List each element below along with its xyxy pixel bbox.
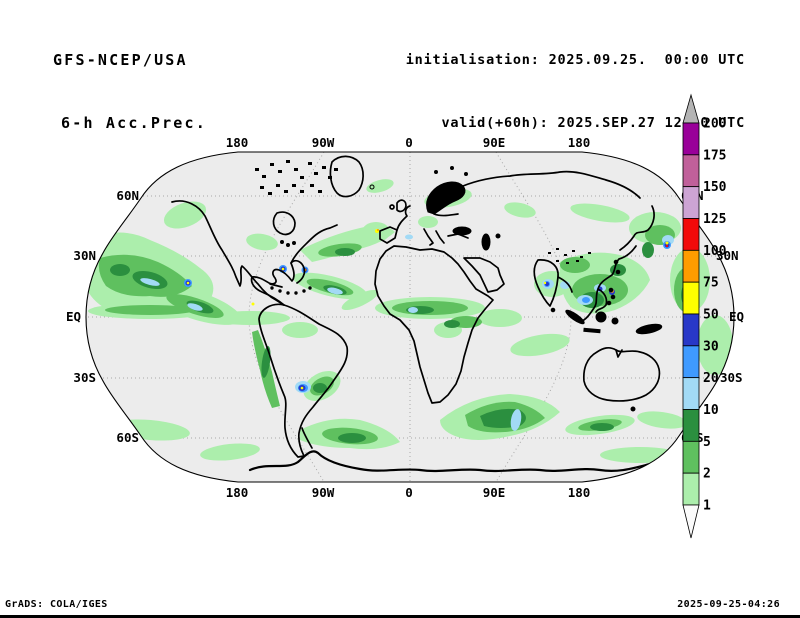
lon-label: 90W: [312, 485, 335, 500]
land-fills: [255, 160, 663, 412]
lat-label: 60S: [116, 430, 139, 445]
himalaya-speckles: [548, 248, 591, 264]
colorbar-segment: [682, 409, 700, 442]
arctic-archipelago-speckles: [255, 160, 338, 195]
lat-label: 30N: [73, 248, 96, 263]
lon-labels-bottom: 180 90W 0 90E 180: [226, 485, 591, 500]
lat-labels-left: 60N 30N EQ 30S 60S: [66, 188, 139, 445]
colorbar-level-label: 125: [703, 212, 726, 227]
lon-label: 180: [568, 135, 591, 150]
lon-label: 180: [568, 485, 591, 500]
lon-label: 90E: [483, 485, 506, 500]
lon-label: 0: [405, 135, 413, 150]
colorbar-segment: [682, 218, 700, 251]
colorbar-level-label: 30: [703, 339, 719, 354]
lat-label: 30N: [716, 248, 739, 263]
lat-label: 30S: [720, 370, 743, 385]
colorbar-level-label: 200: [703, 117, 727, 132]
colorbar-above-max-arrow: [682, 93, 700, 124]
colorbar-segment: [682, 313, 700, 347]
lon-label: 90W: [312, 135, 335, 150]
colorbar-below-min-arrow: [682, 504, 700, 539]
colorbar-segment: [682, 249, 700, 283]
model-title: GFS-NCEP/USA: [53, 51, 188, 69]
colorbar-level-label: 5: [703, 435, 711, 450]
creation-timestamp: 2025-09-25-04:26: [677, 599, 780, 610]
colorbar-level-label: 1: [703, 498, 711, 513]
lat-label: EQ: [66, 309, 81, 324]
lat-label: EQ: [729, 309, 744, 324]
colorbar-level-label: 50: [703, 307, 719, 322]
map-outline: [85, 151, 735, 483]
colorbar-segment: [682, 281, 700, 315]
colorbar-segment: [682, 377, 700, 410]
lat-label: 60N: [116, 188, 139, 203]
coastlines: [171, 155, 711, 473]
colorbar-level-label: 2: [703, 467, 711, 482]
colorbar-level-label: 150: [703, 180, 727, 195]
lon-label: 0: [405, 485, 413, 500]
title-block: GFS-NCEP/USA 6-h Acc.Prec.: [53, 8, 207, 176]
colorbar-level-label: 100: [703, 244, 727, 259]
lat-label: 30S: [73, 370, 96, 385]
product-title: 6-h Acc.Prec.: [61, 114, 207, 132]
colorbar-segment: [682, 472, 700, 506]
colorbar-segment: [682, 186, 700, 219]
colorbar-segment: [682, 122, 700, 156]
grads-credit: GrADS: COLA/IGES: [5, 599, 108, 610]
lon-labels-top: 180 90W 0 90E 180: [226, 135, 591, 150]
lon-label: 180: [226, 485, 249, 500]
colorbar-level-label: 175: [703, 148, 726, 163]
lon-label: 90E: [483, 135, 506, 150]
colorbar-level-label: 20: [703, 371, 719, 386]
initialisation-time: initialisation: 2025.09.25. 00:00 UTC: [405, 52, 745, 68]
colorbar-level-label: 75: [703, 276, 719, 291]
lon-label: 180: [226, 135, 249, 150]
colorbar-level-label: 10: [703, 403, 719, 418]
bottom-rule: [0, 615, 800, 618]
validity-block: initialisation: 2025.09.25. 00:00 UTC va…: [406, 8, 745, 176]
colorbar-segment: [682, 440, 700, 474]
colorbar-segment: [682, 345, 700, 379]
colorbar-segment: [682, 154, 700, 188]
